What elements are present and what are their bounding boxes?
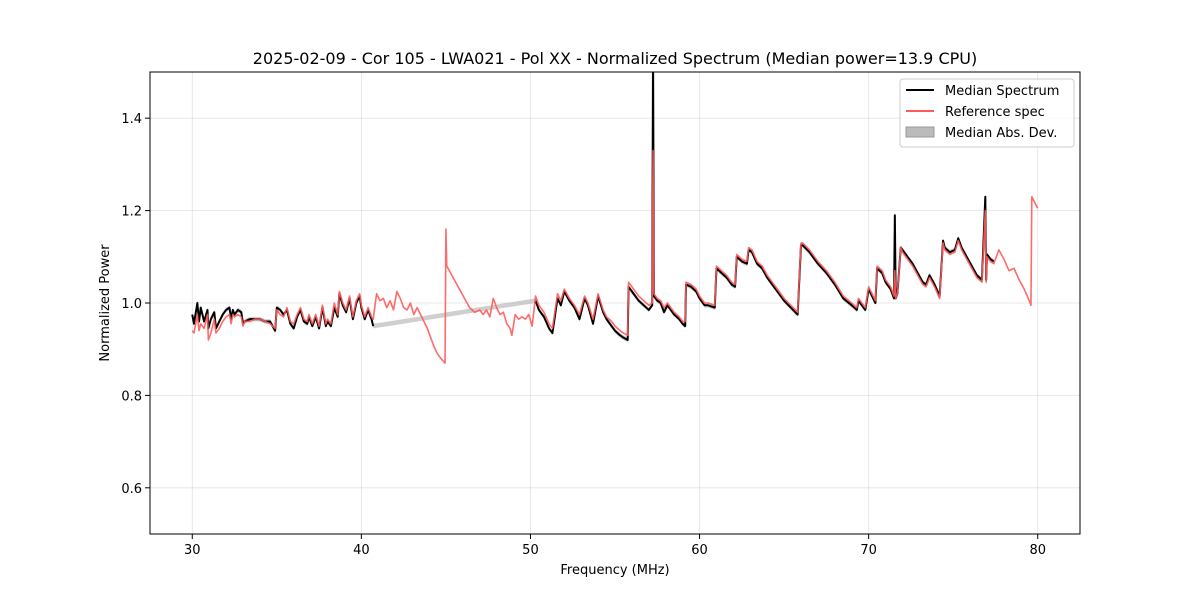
- x-tick-label: 40: [353, 543, 370, 558]
- y-tick-label: 1.0: [121, 297, 142, 312]
- chart-title: 2025-02-09 - Cor 105 - LWA021 - Pol XX -…: [253, 49, 977, 68]
- legend-label-median: Median Spectrum: [945, 84, 1059, 99]
- x-tick-label: 80: [1029, 543, 1046, 558]
- x-tick-label: 60: [691, 543, 708, 558]
- plot-area: [191, 72, 1039, 364]
- tick-marks: 30 40 50 60 70 80 0.6 0.8 1.0 1.2 1.4: [121, 112, 1046, 558]
- series-layer: [191, 72, 1039, 364]
- legend-swatch-mad: [905, 126, 935, 138]
- y-tick-label: 1.2: [121, 205, 142, 220]
- legend-label-mad: Median Abs. Dev.: [945, 126, 1057, 141]
- y-tick-label: 0.8: [121, 389, 142, 404]
- y-tick-label: 1.4: [121, 112, 142, 127]
- legend-label-reference: Reference spec: [945, 105, 1045, 120]
- x-tick-label: 50: [522, 543, 539, 558]
- reference-spectrum-line: [191, 149, 1039, 364]
- x-tick-label: 30: [184, 543, 201, 558]
- y-axis-label: Normalized Power: [98, 244, 113, 362]
- legend-box: [899, 78, 1075, 148]
- legend: Median Spectrum Reference spec Median Ab…: [899, 78, 1075, 148]
- y-tick-label: 0.6: [121, 482, 142, 497]
- x-tick-label: 70: [860, 543, 877, 558]
- x-axis-label: Frequency (MHz): [560, 563, 669, 578]
